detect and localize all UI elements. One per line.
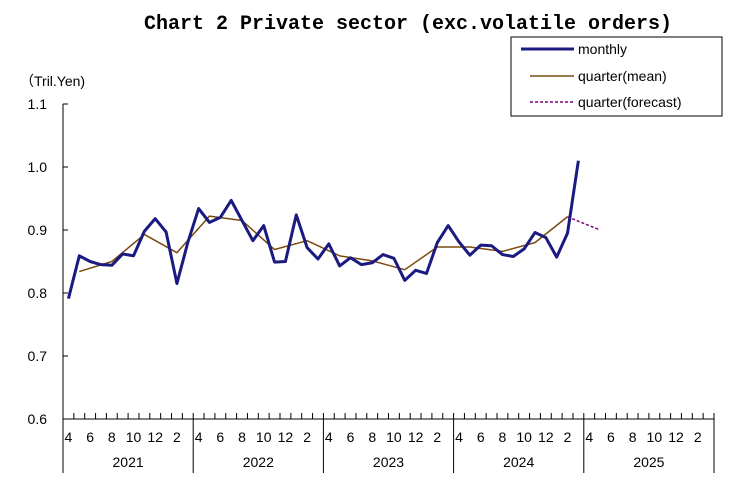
- x-tick-label: 6: [347, 429, 355, 445]
- x-tick-label: 2: [694, 429, 702, 445]
- x-tick-label: 10: [386, 429, 402, 445]
- x-axis: 4 6 8 10 12 2 4 6 8 10 12 2 4 6 8 10 12 2 4 6 8 10 12 2 4 6 8 10 12 2…: [62, 413, 715, 473]
- x-tick-label: 2: [303, 429, 311, 445]
- x-tick-label: 4: [195, 429, 203, 445]
- legend-label-monthly: monthly: [578, 41, 627, 57]
- x-tick-label: 10: [256, 429, 272, 445]
- series-line-monthly: [66, 160, 580, 300]
- x-tick-label: 12: [668, 429, 684, 445]
- x-tick-label: 2: [173, 429, 181, 445]
- x-tick-label: 8: [368, 429, 376, 445]
- series-line-quarter-mean: [79, 215, 568, 273]
- x-tick-label: 6: [216, 429, 224, 445]
- x-tick-label: 12: [278, 429, 294, 445]
- y-tick-label: 1.0: [28, 159, 48, 175]
- x-tick-label: 8: [629, 429, 637, 445]
- y-axis: 0.6 0.7 0.8 0.9 1.0 1.1: [28, 96, 68, 427]
- x-tick-label: 10: [516, 429, 532, 445]
- x-tick-label: 4: [325, 429, 333, 445]
- y-unit-label: （Tril.Yen): [20, 73, 85, 89]
- legend-label-quarter-forecast: quarter(forecast): [578, 94, 681, 110]
- x-tick-label: 2: [433, 429, 441, 445]
- series-layer: [66, 160, 601, 300]
- x-tick-label: 4: [455, 429, 463, 445]
- x-tick-label: 12: [408, 429, 424, 445]
- x-tick-label: 8: [499, 429, 507, 445]
- y-tick-label: 0.6: [28, 411, 48, 427]
- x-tick-label: 10: [126, 429, 142, 445]
- x-tick-label: 4: [65, 429, 73, 445]
- legend-label-quarter-mean: quarter(mean): [578, 68, 667, 84]
- legend: monthly quarter(mean) quarter(forecast): [510, 36, 723, 117]
- y-tick-label: 1.1: [28, 96, 48, 112]
- y-tick-label: 0.9: [28, 222, 48, 238]
- x-year-label: 2024: [503, 454, 534, 470]
- x-tick-label: 4: [585, 429, 593, 445]
- x-tick-label: 6: [477, 429, 485, 445]
- x-year-label: 2025: [633, 454, 664, 470]
- y-tick-label: 0.8: [28, 285, 48, 301]
- x-year-label: 2022: [243, 454, 274, 470]
- x-year-label: 2021: [113, 454, 144, 470]
- chart-title: Chart 2 Private sector (exc.volatile ord…: [144, 13, 672, 36]
- x-year-label: 2023: [373, 454, 404, 470]
- x-tick-label: 6: [86, 429, 94, 445]
- x-tick-label: 10: [647, 429, 663, 445]
- x-tick-label: 8: [108, 429, 116, 445]
- series-line-quarter-forecast: [567, 216, 601, 231]
- x-tick-label: 12: [147, 429, 163, 445]
- x-tick-label: 12: [538, 429, 554, 445]
- x-tick-label: 2: [564, 429, 572, 445]
- x-tick-label: 8: [238, 429, 246, 445]
- x-tick-label: 6: [607, 429, 615, 445]
- y-tick-label: 0.7: [28, 348, 48, 364]
